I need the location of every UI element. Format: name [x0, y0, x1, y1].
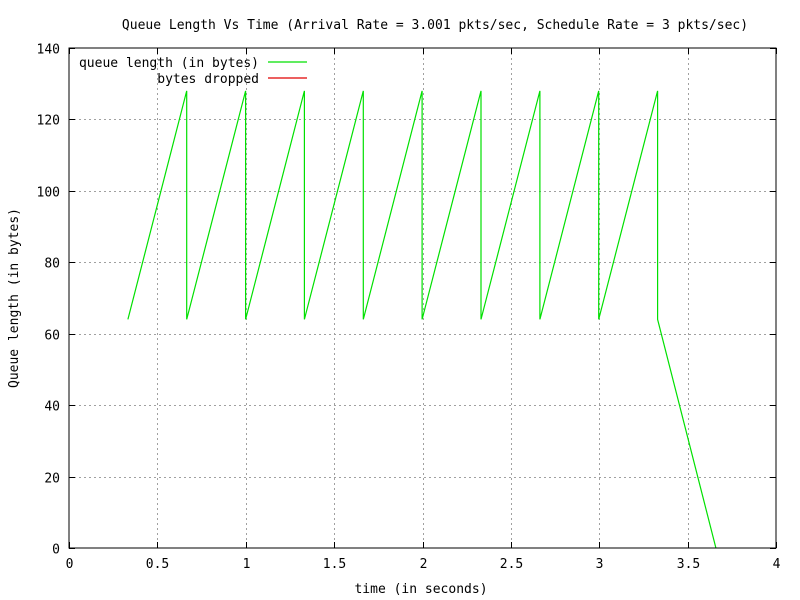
legend-label: bytes dropped: [157, 72, 259, 87]
y-tick-label: 60: [44, 329, 60, 344]
y-tick-label: 120: [37, 114, 60, 129]
legend: queue length (in bytes)bytes dropped: [79, 56, 307, 87]
axis-ticks: [69, 48, 777, 549]
x-tick-label: 4: [773, 557, 781, 572]
x-tick-label: 2.5: [500, 557, 523, 572]
x-tick-label: 1.5: [323, 557, 346, 572]
x-tick-label: 0: [66, 557, 74, 572]
series-lines: [127, 90, 717, 549]
series-line: [127, 90, 717, 549]
plot-frame: [68, 47, 777, 549]
y-axis-tick-labels: 0 20 40 60 80 100 120 140: [37, 43, 60, 558]
x-tick-label: 2: [420, 557, 428, 572]
x-tick-label: 3: [596, 557, 604, 572]
y-tick-label: 20: [44, 472, 60, 487]
x-axis-label: time (in seconds): [354, 582, 487, 597]
x-tick-label: 3.5: [677, 557, 700, 572]
x-tick-label: 0.5: [146, 557, 169, 572]
chart-title: Queue Length Vs Time (Arrival Rate = 3.0…: [122, 18, 748, 33]
y-tick-label: 140: [37, 43, 60, 58]
y-tick-label: 40: [44, 400, 60, 415]
x-tick-label: 1: [243, 557, 251, 572]
grid-lines: [69, 48, 776, 548]
y-tick-label: 80: [44, 257, 60, 272]
y-tick-label: 0: [52, 543, 60, 558]
y-tick-label: 100: [37, 186, 60, 201]
y-axis-label: Queue length (in bytes): [7, 208, 22, 388]
legend-label: queue length (in bytes): [79, 56, 259, 71]
x-axis-tick-labels: 0 0.5 1 1.5 2 2.5 3 3.5 4: [66, 557, 781, 572]
